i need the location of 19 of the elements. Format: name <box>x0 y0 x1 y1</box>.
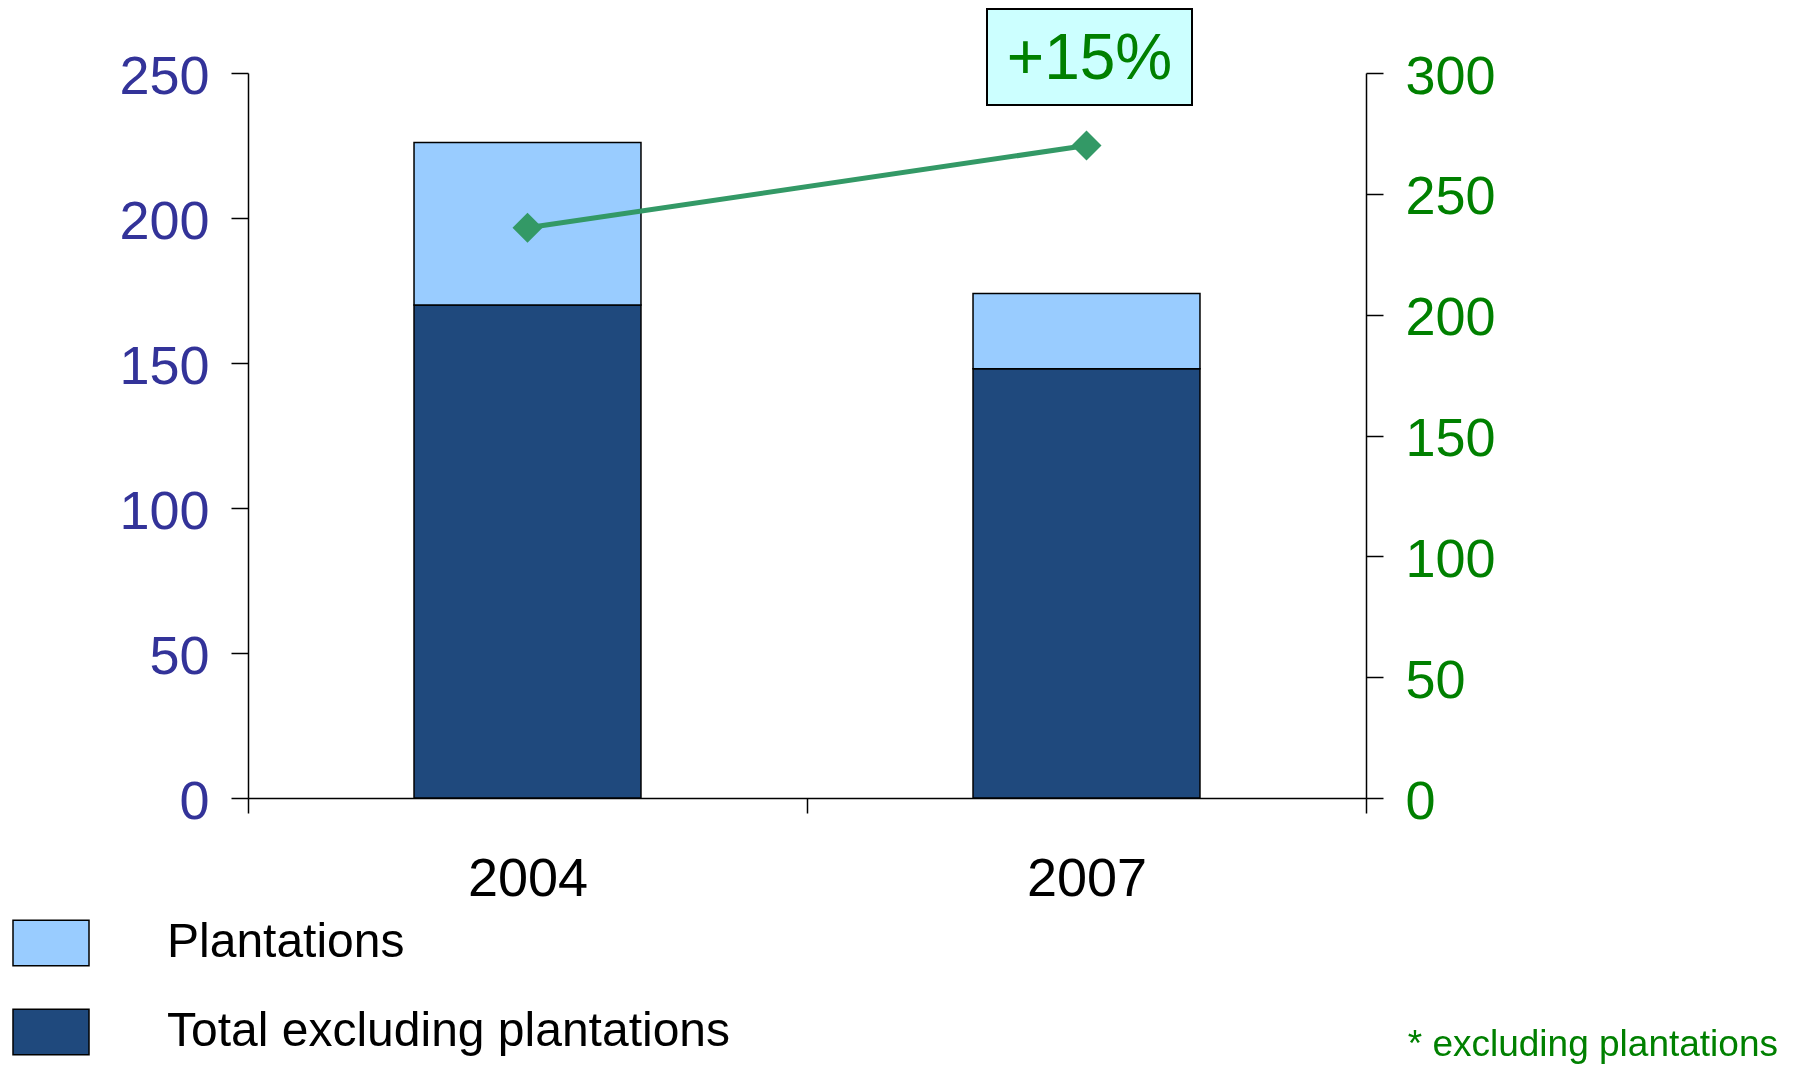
y2-tick-label: 50 <box>1405 648 1466 709</box>
y-tick-label: 50 <box>149 624 210 685</box>
y-tick-label: 250 <box>119 44 210 105</box>
y2-tick-label: 100 <box>1405 527 1496 588</box>
y2-tick-label: 250 <box>1405 165 1496 226</box>
y-tick-label: 0 <box>179 769 210 830</box>
legend-label: Total excluding plantations <box>167 1003 731 1056</box>
y-tick-label: 200 <box>119 189 210 250</box>
y2-tick-label: 150 <box>1405 407 1496 467</box>
legend-label: Plantations <box>167 914 405 967</box>
y-tick-label: 150 <box>119 334 210 395</box>
y2-tick-label: 0 <box>1405 769 1436 830</box>
annotation: +15% <box>1006 21 1173 93</box>
text: * excluding plantations <box>1407 1023 1778 1064</box>
x-tick-label: 2004 <box>467 846 589 907</box>
y2-tick-label: 200 <box>1405 286 1496 347</box>
x-tick-label: 2007 <box>1026 846 1148 907</box>
y-tick-label: 100 <box>119 479 210 540</box>
y2-tick-label: 300 <box>1405 44 1496 105</box>
